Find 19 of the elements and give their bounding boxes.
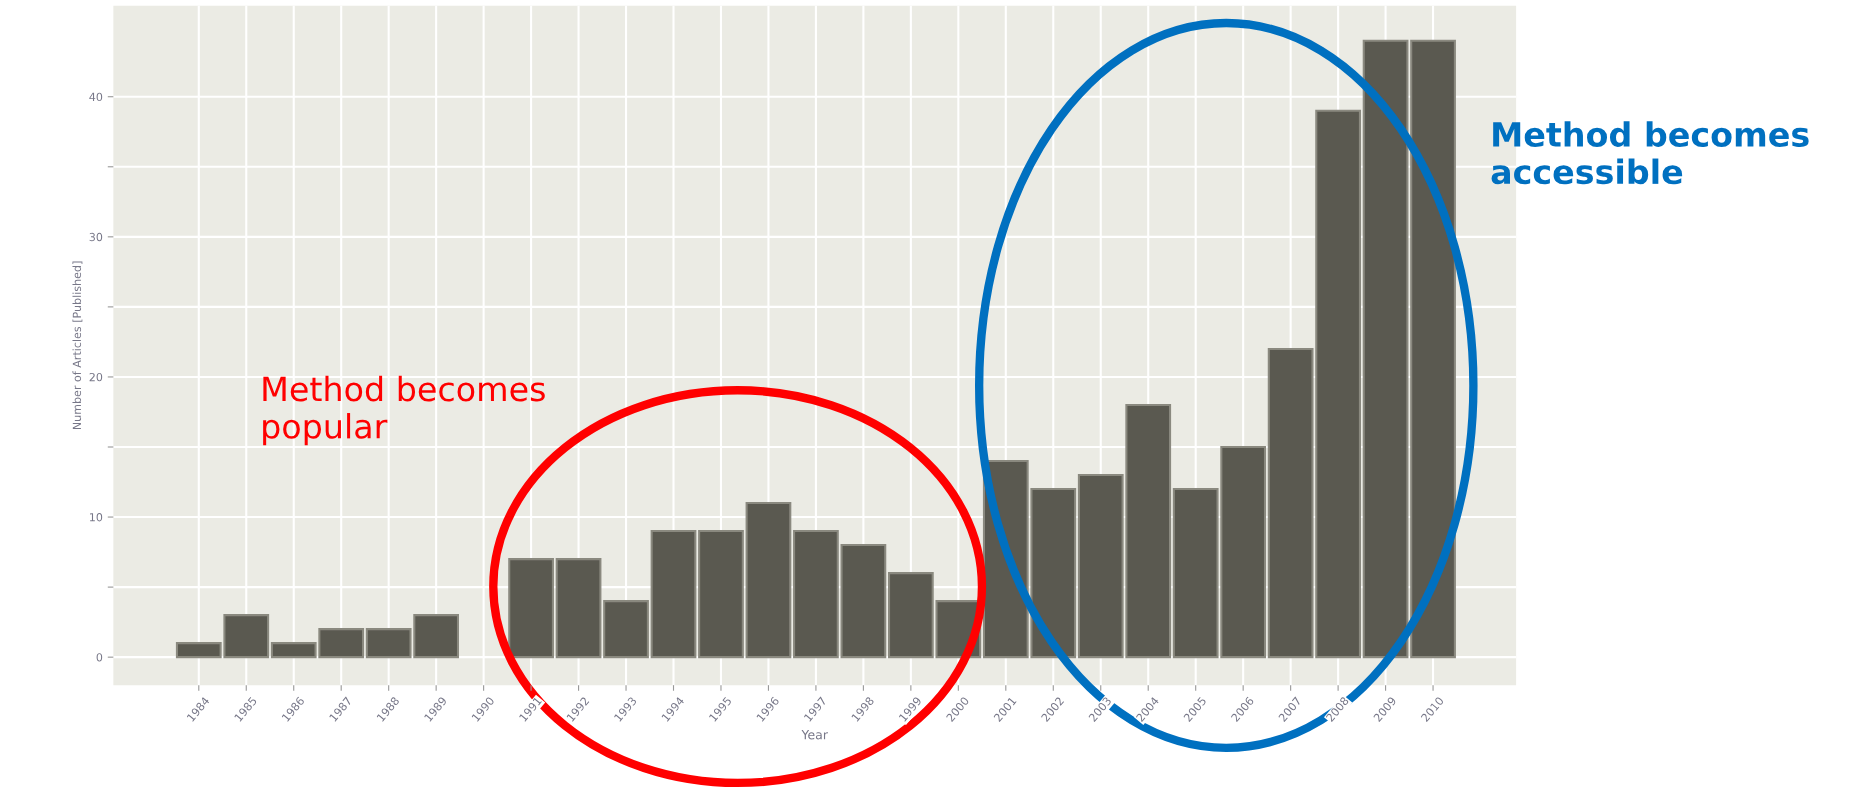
bar [555,558,602,659]
annotation: Method becomes popular [263,375,545,446]
bar [698,530,744,659]
y-tick-label: 10 [90,513,103,522]
bar [745,502,792,659]
y-tick-label: 20 [89,372,103,382]
bar [1410,39,1456,659]
y-tick-label: 40 [89,92,103,102]
bar [840,544,887,659]
y-axis-title: Number of Articles [Published] [72,261,83,430]
bar [508,558,554,659]
text: Method becomes accessible [1491,121,1809,185]
x-axis-title: Year [801,730,828,740]
bar [650,530,697,659]
y-tick-label: 30 [89,232,103,242]
bar [793,530,839,659]
y-tick-label: 0 [96,653,103,662]
bar [1362,39,1409,659]
bar [603,600,649,659]
